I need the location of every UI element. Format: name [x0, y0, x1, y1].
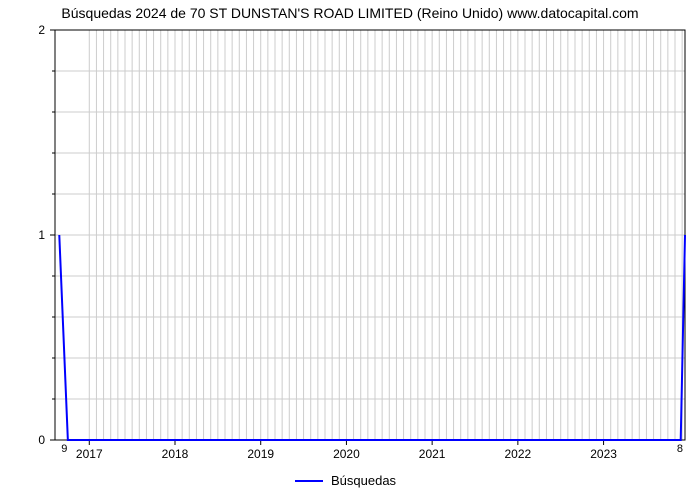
legend-label: Búsquedas [331, 473, 397, 488]
x-tick-label: 2018 [162, 447, 189, 461]
x-tick-label: 2021 [419, 447, 446, 461]
endpoint-label-right: 8 [677, 443, 683, 455]
line-chart: Búsquedas 2024 de 70 ST DUNSTAN'S ROAD L… [0, 0, 700, 500]
y-tick-label: 2 [38, 23, 45, 37]
x-tick-label: 2019 [247, 447, 274, 461]
plot-area [55, 30, 685, 440]
endpoint-label-left: 9 [61, 443, 67, 455]
y-tick-label: 1 [38, 228, 45, 242]
y-axis: 0 1 2 [38, 23, 55, 447]
x-tick-label: 2020 [333, 447, 360, 461]
x-tick-label: 2017 [76, 447, 103, 461]
chart-title: Búsquedas 2024 de 70 ST DUNSTAN'S ROAD L… [61, 5, 638, 21]
legend: Búsquedas [295, 473, 397, 488]
y-tick-label: 0 [38, 433, 45, 447]
x-tick-label: 2022 [505, 447, 532, 461]
x-axis: 2017 2018 2019 2020 2021 2022 2023 [76, 440, 617, 461]
x-tick-label: 2023 [590, 447, 617, 461]
